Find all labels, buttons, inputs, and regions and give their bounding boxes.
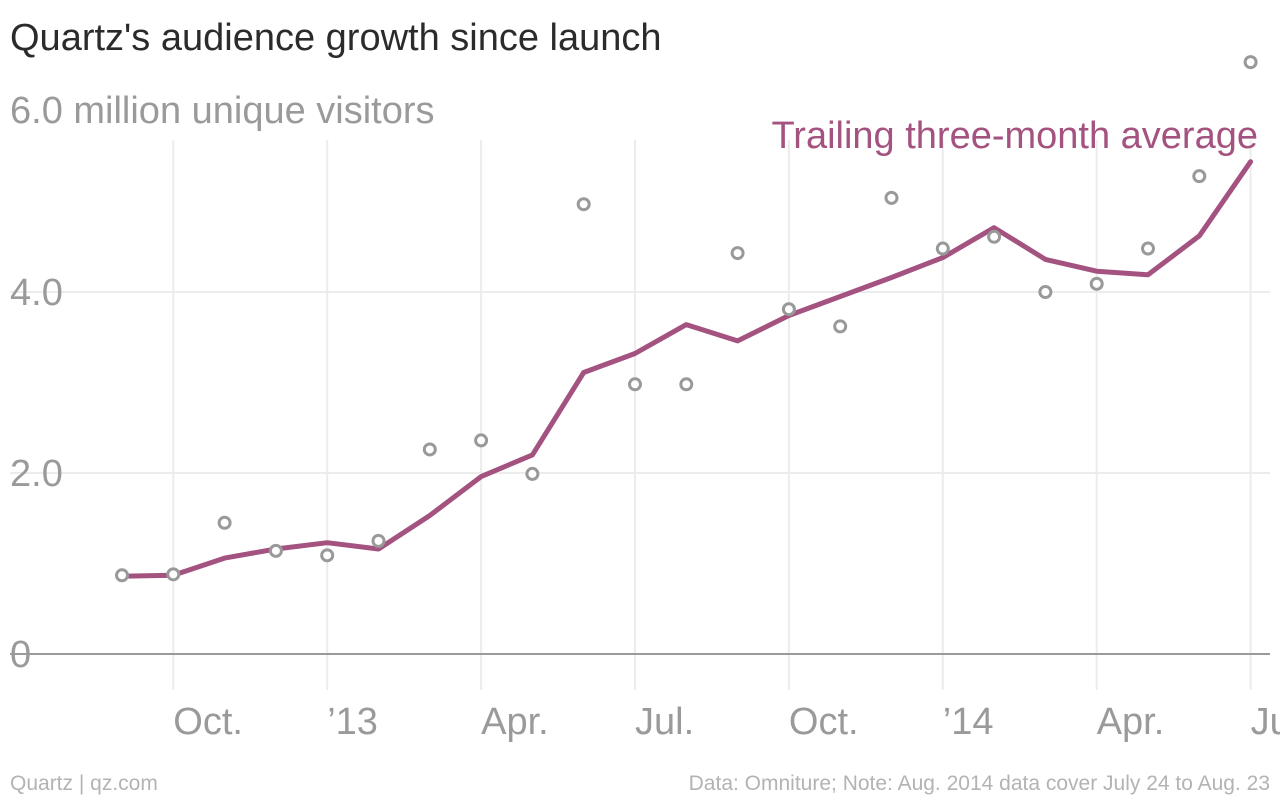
y-tick-label: 2.0: [10, 453, 63, 495]
monthly-visitors-point: [525, 466, 540, 481]
monthly-visitors-point: [1089, 276, 1104, 291]
x-tick-label: Apr.: [1097, 701, 1165, 743]
x-tick-label: Jul.: [1251, 701, 1280, 743]
x-tick-label: ’14: [943, 701, 994, 743]
monthly-visitors-point: [1243, 55, 1258, 70]
monthly-visitors-point: [115, 568, 129, 583]
monthly-visitors-point: [884, 190, 899, 205]
monthly-visitors-point: [166, 567, 181, 582]
monthly-visitors-point: [268, 543, 283, 558]
x-axis: Oct. ’13 Apr. Jul. Oct. ’14 Apr. Jul.: [173, 701, 1280, 743]
monthly-visitors-point: [730, 246, 745, 261]
monthly-visitors-point: [371, 533, 386, 548]
monthly-visitors-point: [422, 442, 437, 457]
series-label-trailing-average: Trailing three-month average: [771, 115, 1258, 157]
monthly-visitors-point: [1192, 169, 1207, 184]
monthly-visitors-point: [987, 229, 1002, 244]
monthly-visitors-point: [628, 377, 642, 392]
monthly-visitors-point: [781, 302, 796, 317]
monthly-visitors-point: [935, 241, 950, 256]
trailing-average-line: [119, 159, 1254, 579]
monthly-visitors-point: [1141, 241, 1155, 256]
grid-layer: [10, 140, 1270, 690]
series-layer: [115, 55, 1258, 583]
monthly-visitors-point: [217, 515, 232, 530]
x-tick-label: Apr.: [481, 701, 549, 743]
monthly-visitors-point: [576, 197, 591, 212]
x-tick-label: ’13: [327, 701, 378, 743]
x-tick-label: Oct.: [789, 701, 859, 743]
y-axis: 02.04.0: [10, 272, 63, 676]
y-unit-label: 6.0 million unique visitors: [10, 90, 435, 132]
footer-credit: Quartz | qz.com: [10, 772, 158, 795]
monthly-visitors-point: [320, 548, 335, 563]
x-tick-label: Oct.: [173, 701, 243, 743]
x-tick-label: Jul.: [635, 701, 694, 743]
y-tick-label: 4.0: [10, 272, 63, 314]
footer-source-note: Data: Omniture; Note: Aug. 2014 data cov…: [689, 772, 1270, 795]
monthly-visitors-point: [679, 377, 694, 392]
monthly-visitors-point: [833, 319, 848, 334]
chart-title: Quartz's audience growth since launch: [10, 17, 662, 59]
monthly-visitors-point: [1038, 285, 1053, 299]
monthly-visitors-point: [474, 433, 489, 448]
